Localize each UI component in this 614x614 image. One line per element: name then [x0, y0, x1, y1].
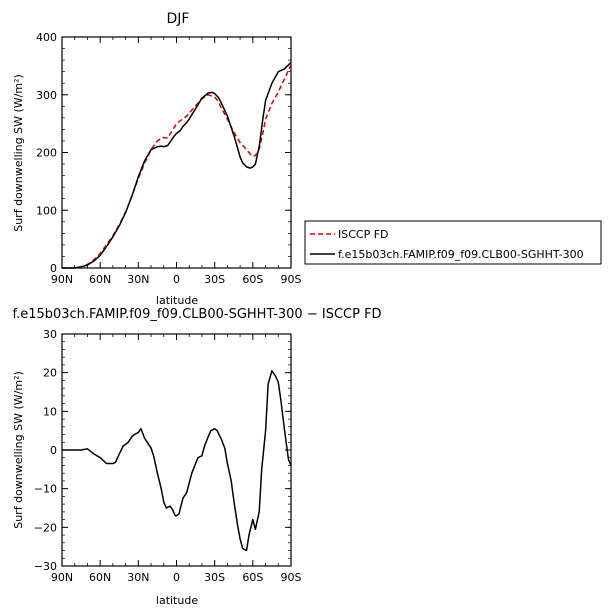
chart-top: DJF 90N 60N 30N 0 30S 60S 90S 0 100 200 300 400 lat… — [12, 11, 302, 307]
chart-top-x-axis-label: latitude — [156, 294, 198, 307]
chart-bottom-series — [62, 369, 292, 552]
y-tick-label: −10 — [34, 483, 57, 496]
x-tick-label: 60N — [89, 571, 111, 584]
x-tick-label: 60S — [242, 571, 263, 584]
y-tick-label: 20 — [43, 367, 57, 380]
x-tick-label: 90S — [281, 571, 302, 584]
y-tick-label: 400 — [36, 31, 57, 44]
chart-bottom-title: f.e15b03ch.FAMIP.f09_f09.CLB00-SGHHT-300… — [12, 307, 381, 322]
x-tick-label: 60N — [89, 273, 111, 286]
y-tick-label: −30 — [34, 560, 57, 573]
chart-bottom-axes: 90N 60N 30N 0 30S 60S 90S −30 −20 −10 0 10 20 30 — [34, 328, 302, 584]
chart-top-legend: ISCCP FD f.e15b03ch.FAMIP.f09_f09.CLB00-… — [304, 220, 602, 265]
x-tick-label: 30N — [127, 273, 149, 286]
x-tick-label: 0 — [173, 571, 180, 584]
legend-box — [304, 220, 602, 265]
y-tick-label: 100 — [36, 204, 57, 217]
x-tick-label: 0 — [173, 273, 180, 286]
y-tick-label: 10 — [43, 405, 57, 418]
series-line-0 — [62, 64, 292, 269]
x-tick-label: 90N — [51, 273, 73, 286]
x-tick-label: 90N — [51, 571, 73, 584]
chart-top-axes: 90N 60N 30N 0 30S 60S 90S 0 100 200 300 400 — [36, 31, 302, 286]
x-tick-label: 30S — [204, 571, 225, 584]
x-tick-label: 30S — [204, 273, 225, 286]
y-tick-label: 30 — [43, 328, 57, 341]
legend-label-model: f.e15b03ch.FAMIP.f09_f09.CLB00-SGHHT-300 — [338, 248, 584, 261]
chart-top-title: DJF — [167, 11, 190, 27]
plot-frame — [61, 333, 292, 567]
chart-bottom-y-axis-label: Surf downwelling SW (W/m²) — [12, 371, 25, 529]
x-tick-label: 60S — [242, 273, 263, 286]
x-tick-label: 30N — [127, 571, 149, 584]
y-tick-label: 200 — [36, 147, 57, 160]
y-tick-label: 300 — [36, 89, 57, 102]
legend-label-isccp: ISCCP FD — [338, 228, 389, 241]
chart-top-y-axis-label: Surf downwelling SW (W/m²) — [12, 74, 25, 232]
series-line-0 — [62, 369, 292, 552]
series-line-1 — [62, 61, 292, 269]
y-tick-label: 0 — [50, 444, 57, 457]
chart-top-series — [62, 61, 292, 269]
chart-bottom-x-axis-label: latitude — [156, 594, 198, 607]
chart-bottom: f.e15b03ch.FAMIP.f09_f09.CLB00-SGHHT-300… — [12, 307, 382, 607]
y-tick-label: −20 — [34, 521, 57, 534]
y-tick-label: 0 — [50, 262, 57, 275]
x-tick-label: 90S — [281, 273, 302, 286]
plot-frame — [61, 36, 292, 269]
